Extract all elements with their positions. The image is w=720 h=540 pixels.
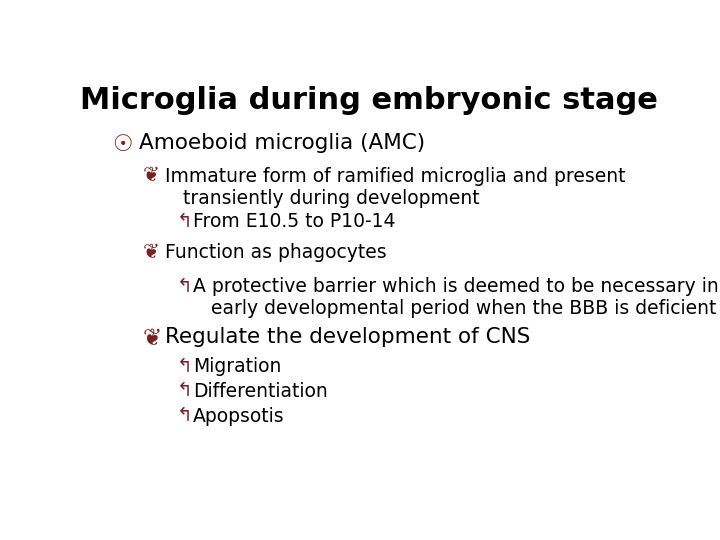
Text: ↰: ↰ (176, 357, 192, 376)
Text: Differentiation: Differentiation (193, 382, 328, 401)
Text: Amoeboid microglia (AMC): Amoeboid microglia (AMC) (139, 133, 426, 153)
Text: From E10.5 to P10-14: From E10.5 to P10-14 (193, 212, 396, 232)
Text: ☉: ☉ (112, 133, 132, 157)
Text: Immature form of ramified microglia and present
   transiently during developmen: Immature form of ramified microglia and … (166, 167, 626, 208)
Text: ❦: ❦ (143, 327, 162, 350)
Text: Regulate the development of CNS: Regulate the development of CNS (166, 327, 531, 347)
Text: Migration: Migration (193, 357, 282, 376)
Text: Function as phagocytes: Function as phagocytes (166, 243, 387, 262)
Text: A protective barrier which is deemed to be necessary in the
   early development: A protective barrier which is deemed to … (193, 277, 720, 318)
Text: ↰: ↰ (176, 277, 192, 296)
Text: ↰: ↰ (176, 212, 192, 232)
Text: ❦: ❦ (143, 243, 160, 262)
Text: Apopsotis: Apopsotis (193, 407, 285, 426)
Text: ↰: ↰ (176, 382, 192, 401)
Text: ❦: ❦ (143, 167, 160, 186)
Text: ↰: ↰ (176, 407, 192, 426)
Text: Microglia during embryonic stage: Microglia during embryonic stage (80, 85, 658, 114)
